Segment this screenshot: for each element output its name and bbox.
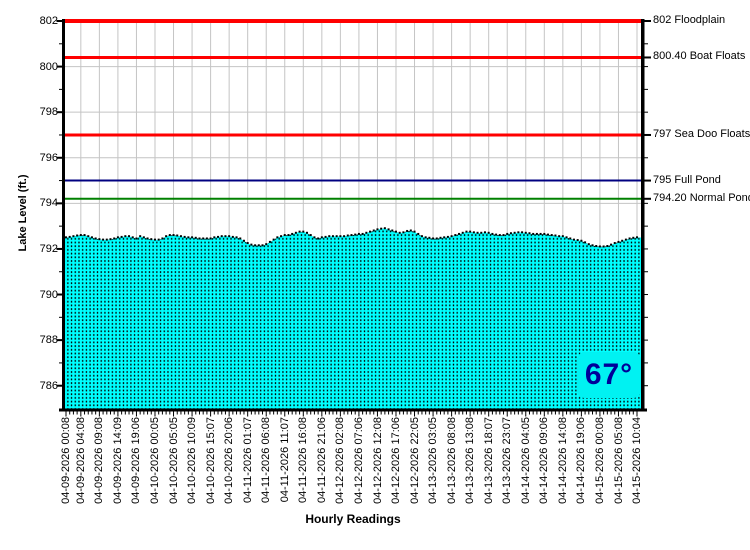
y-axis-title: Lake Level (ft.) bbox=[17, 174, 29, 252]
reference-line-label: 802 Floodplain bbox=[653, 14, 726, 26]
x-tick-label: 04-14-2026 19:06 bbox=[575, 417, 588, 504]
x-tick-label: 04-12-2026 12:08 bbox=[371, 417, 384, 504]
x-tick-label: 04-12-2026 07:06 bbox=[352, 417, 365, 504]
x-tick-label: 04-09-2026 19:06 bbox=[130, 417, 143, 504]
x-tick-label: 04-11-2026 06:08 bbox=[260, 417, 273, 504]
y-tick-label: 798 bbox=[39, 106, 58, 119]
y-tick-label: 788 bbox=[39, 334, 58, 347]
x-tick-label: 04-09-2026 04:08 bbox=[74, 417, 87, 504]
x-tick-label: 04-11-2026 11:07 bbox=[278, 417, 291, 503]
y-tick-label: 802 bbox=[39, 15, 58, 27]
y-tick-label: 794 bbox=[39, 197, 58, 210]
reference-line-label: 794.20 Normal Pond bbox=[653, 191, 750, 204]
x-axis-title: Hourly Readings bbox=[305, 512, 401, 526]
x-tick-label: 04-12-2026 22:05 bbox=[408, 417, 421, 504]
x-tick-label: 04-09-2026 14:09 bbox=[111, 417, 124, 504]
x-tick-label: 04-13-2026 18:07 bbox=[482, 417, 495, 504]
x-tick-label: 04-10-2026 00:05 bbox=[149, 417, 161, 504]
x-tick-label: 04-11-2026 21:06 bbox=[315, 417, 328, 504]
x-tick-label: 04-13-2026 23:07 bbox=[501, 417, 514, 504]
y-tick-label: 790 bbox=[39, 288, 58, 301]
y-tick-label: 800 bbox=[39, 60, 58, 73]
x-tick-label: 04-13-2026 03:05 bbox=[427, 417, 440, 504]
x-tick-label: 04-14-2026 14:08 bbox=[556, 417, 569, 504]
y-tick-label: 786 bbox=[39, 379, 58, 392]
x-tick-label: 04-15-2026 05:08 bbox=[612, 417, 625, 504]
temperature-badge: 67° bbox=[577, 352, 641, 398]
reference-line-label: 797 Sea Doo Floats bbox=[653, 127, 750, 140]
y-tick-label: 796 bbox=[39, 151, 58, 164]
x-tick-label: 04-12-2026 17:06 bbox=[390, 417, 402, 504]
x-tick-label: 04-09-2026 09:08 bbox=[93, 417, 106, 504]
x-tick-label: 04-14-2026 04:05 bbox=[519, 417, 532, 504]
x-tick-label: 04-12-2026 02:08 bbox=[334, 417, 347, 504]
x-tick-label: 04-09-2026 00:08 bbox=[60, 417, 72, 504]
reference-line-label: 795 Full Pond bbox=[653, 173, 721, 186]
x-tick-label: 04-10-2026 05:05 bbox=[167, 417, 180, 504]
reference-line-label: 800.40 Boat Floats bbox=[653, 50, 746, 63]
x-tick-label: 04-11-2026 16:08 bbox=[297, 417, 310, 504]
x-tick-label: 04-13-2026 13:08 bbox=[464, 417, 477, 504]
y-tick-label: 792 bbox=[39, 242, 58, 255]
x-tick-label: 04-10-2026 10:09 bbox=[186, 417, 199, 504]
x-tick-label: 04-10-2026 20:06 bbox=[223, 417, 236, 504]
x-tick-label: 04-11-2026 01:07 bbox=[241, 417, 254, 504]
x-tick-label: 04-13-2026 08:08 bbox=[445, 417, 458, 504]
x-tick-label: 04-10-2026 15:07 bbox=[204, 417, 217, 504]
x-tick-label: 04-14-2026 09:06 bbox=[538, 417, 551, 504]
x-tick-label: 04-15-2026 00:08 bbox=[593, 417, 606, 504]
x-tick-label: 04-15-2026 10:04 bbox=[631, 417, 643, 504]
